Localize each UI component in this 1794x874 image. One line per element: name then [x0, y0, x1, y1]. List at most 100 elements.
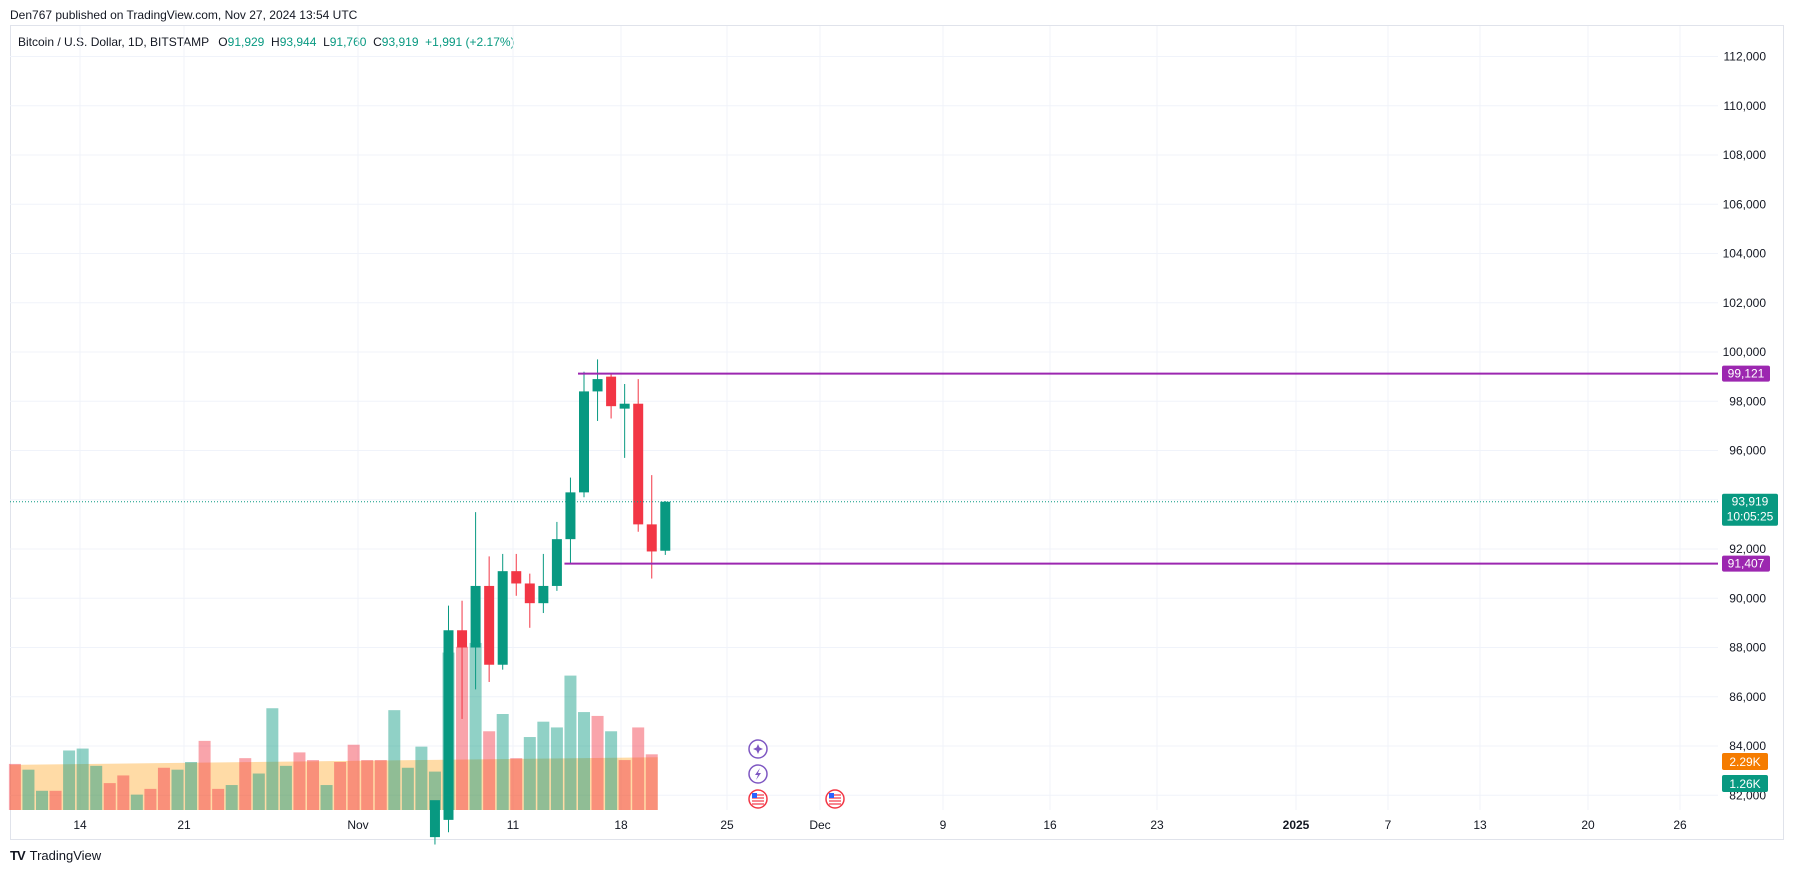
last-price-label-bg: [1722, 493, 1778, 526]
x-tick-label: 2025: [1283, 818, 1310, 832]
volume-value-label: 2.29K: [1729, 755, 1760, 769]
volume-bar: [239, 758, 252, 810]
lightning-icon[interactable]: [748, 764, 768, 784]
y-tick-label: 108,000: [1723, 148, 1767, 162]
volume-bar: [578, 712, 590, 810]
candle-body: [524, 583, 535, 604]
y-axis: 112,000 110,000 108,000 106,000 104,000 102,0…: [1723, 50, 1767, 803]
candle: [429, 800, 440, 845]
volume-bar: [401, 767, 414, 810]
x-tick-label: 14: [73, 818, 87, 832]
y-tick-label: 84,000: [1729, 739, 1766, 753]
y-tick-label: 100,000: [1723, 345, 1767, 359]
volume-bar: [225, 785, 238, 810]
volume-bar: [103, 783, 116, 810]
volume-bar: [171, 769, 184, 810]
volume-bar: [523, 737, 536, 810]
change-value: +1,991 (+2.17%): [425, 35, 515, 49]
volume-bar: [361, 760, 374, 810]
us-flag-icon[interactable]: [748, 789, 768, 809]
x-tick-label: 23: [1150, 818, 1164, 832]
y-tick-label: 88,000: [1729, 641, 1766, 655]
close-value: 93,919: [381, 35, 419, 49]
candle: [646, 475, 657, 579]
last-price-label: 93,919: [1732, 495, 1769, 509]
volume-bar: [279, 765, 292, 810]
countdown-label: 10:05:25: [1727, 510, 1774, 524]
volume-bar: [320, 785, 333, 810]
volume-bar: [496, 714, 509, 810]
low-value: 91,760: [329, 35, 367, 49]
volume-bar: [483, 731, 496, 810]
y-tick-label: 96,000: [1729, 444, 1766, 458]
x-axis: 14 21 Nov 11 18 25 Dec 9 16 23 2025 7 13 20 26: [73, 818, 1687, 832]
candle-body: [579, 391, 589, 493]
volume-bar: [645, 754, 658, 810]
candle-body: [470, 585, 481, 648]
y-tick-label: 102,000: [1723, 296, 1767, 310]
chart-legend: Bitcoin / U.S. Dollar, 1D, BITSTAMP O91,…: [18, 35, 515, 49]
x-tick-label: 18: [614, 818, 628, 832]
candle: [619, 384, 630, 458]
x-tick-label: 11: [507, 818, 520, 832]
volume-bar: [347, 744, 360, 810]
candle: [551, 521, 562, 591]
candle: [633, 379, 644, 532]
volume-bar: [510, 758, 523, 810]
y-tick-label: 112,000: [1724, 50, 1767, 64]
volume-bar: [36, 790, 48, 810]
y-tick-label: 106,000: [1723, 197, 1767, 211]
candle-body: [565, 492, 576, 540]
candle-body: [551, 539, 562, 586]
candle-body: [457, 630, 468, 648]
level-label: 99,121: [1728, 367, 1765, 381]
volume-bar: [157, 767, 170, 810]
symbol-title[interactable]: Bitcoin / U.S. Dollar, 1D, BITSTAMP: [18, 35, 209, 49]
volume-bar: [8, 763, 21, 810]
chart-frame: [10, 25, 1784, 840]
volume-bar: [374, 760, 387, 810]
star-icon[interactable]: [748, 739, 768, 759]
candles: [429, 359, 671, 845]
volume-bar: [456, 646, 469, 810]
candle: [606, 374, 617, 419]
x-tick-label: 26: [1673, 818, 1687, 832]
level-label-bg: [1722, 555, 1770, 572]
x-tick-label: 13: [1473, 818, 1487, 832]
volume-bar: [388, 710, 401, 810]
published-info: Den767 published on TradingView.com, Nov…: [10, 8, 358, 22]
x-tick-label: 9: [940, 818, 947, 832]
candle-body: [646, 524, 657, 552]
candle-body: [660, 501, 671, 551]
us-flag-icon[interactable]: [825, 789, 845, 809]
volume-bar: [117, 775, 130, 810]
volume-bar: [63, 750, 76, 810]
candle: [443, 605, 454, 833]
x-tick-label: 20: [1581, 818, 1595, 832]
candle-body: [619, 403, 630, 409]
y-tick-label: 110,000: [1724, 99, 1767, 113]
volume-bar: [266, 708, 279, 810]
volume-bar: [469, 642, 482, 810]
candle: [457, 600, 468, 719]
volume-label-bg: [1722, 775, 1768, 792]
grid: [10, 26, 1718, 810]
x-tick-label: 7: [1385, 818, 1392, 832]
candle-body: [606, 376, 617, 407]
footer-brand[interactable]: TV TradingView: [10, 848, 101, 863]
candle-body: [484, 585, 495, 665]
volume-bar: [76, 748, 89, 810]
volume-bar: [415, 746, 428, 810]
volume-bar: [252, 773, 265, 810]
candle-body: [633, 403, 644, 525]
candle-body: [429, 800, 440, 838]
volume-bar: [632, 727, 645, 810]
volume-bars: [8, 642, 658, 810]
candle: [565, 477, 576, 564]
candle-body: [538, 585, 549, 604]
volume-bar: [198, 740, 211, 810]
candle-body: [592, 379, 603, 392]
volume-ma-area: [10, 757, 658, 810]
y-tick-label: 104,000: [1723, 247, 1767, 261]
